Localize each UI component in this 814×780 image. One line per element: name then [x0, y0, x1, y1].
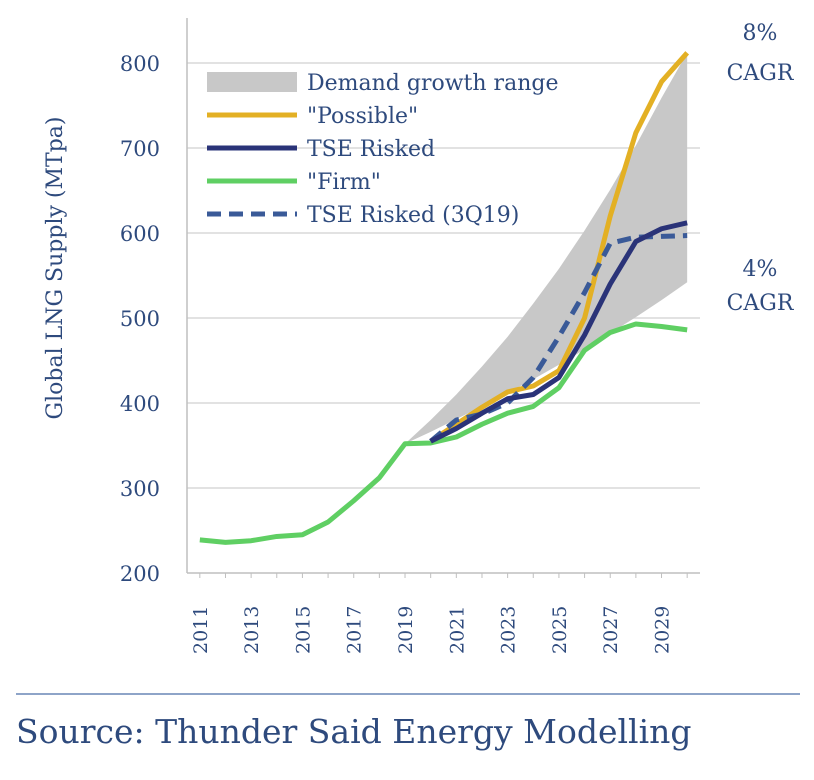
x-tick-label: 2015 [292, 606, 314, 654]
cagr-4-annotation-line2: CAGR [727, 291, 795, 316]
x-tick-labels: 2011 2013 2015 2017 2019 2021 2023 2025 2027 2029 [190, 606, 674, 654]
legend-label-series-0: "Possible" [307, 104, 418, 129]
cagr-4-annotation-line1: 4% [743, 257, 778, 282]
y-axis-label: Global LNG Supply (MTpa) [43, 117, 68, 420]
legend-label-series-3: TSE Risked (3Q19) [307, 203, 519, 228]
x-tick-label: 2013 [241, 606, 263, 654]
cagr-8-annotation-line2: CAGR [727, 61, 795, 86]
y-tick-label: 200 [120, 562, 160, 586]
x-tick-label: 2023 [498, 606, 520, 654]
series-layer [199, 51, 690, 545]
legend: Demand growth range "Possible" TSE Risked "… [207, 71, 558, 228]
legend-label-band: Demand growth range [307, 71, 558, 96]
y-tick-label: 300 [120, 477, 160, 501]
y-tick-label: 400 [120, 392, 160, 416]
x-tick-label: 2019 [395, 606, 417, 654]
series-line-1 [429, 220, 688, 444]
x-tick-label: 2011 [190, 606, 212, 654]
series-line-0 [429, 51, 690, 444]
legend-label-series-2: "Firm" [307, 170, 381, 195]
axes [186, 18, 700, 578]
y-tick-labels: 200 300 400 500 600 700 800 [120, 52, 160, 586]
y-tick-label: 700 [120, 137, 160, 161]
legend-swatch-band [207, 72, 297, 92]
y-tick-label: 500 [120, 307, 160, 331]
cagr-8-annotation-line1: 8% [743, 21, 778, 46]
legend-label-series-1: TSE Risked [307, 137, 435, 162]
source-note: Source: Thunder Said Energy Modelling [16, 712, 692, 751]
x-tick-label: 2025 [549, 606, 571, 654]
x-tick-label: 2027 [600, 606, 622, 654]
x-tick-label: 2017 [344, 606, 366, 654]
source-divider [16, 693, 800, 695]
y-tick-label: 600 [120, 222, 160, 246]
annotations: 8% CAGR 4% CAGR [727, 21, 795, 316]
x-tick-label: 2029 [652, 606, 674, 654]
x-tick-label: 2021 [446, 606, 468, 654]
series-line-2 [199, 321, 688, 545]
y-tick-label: 800 [120, 52, 160, 76]
